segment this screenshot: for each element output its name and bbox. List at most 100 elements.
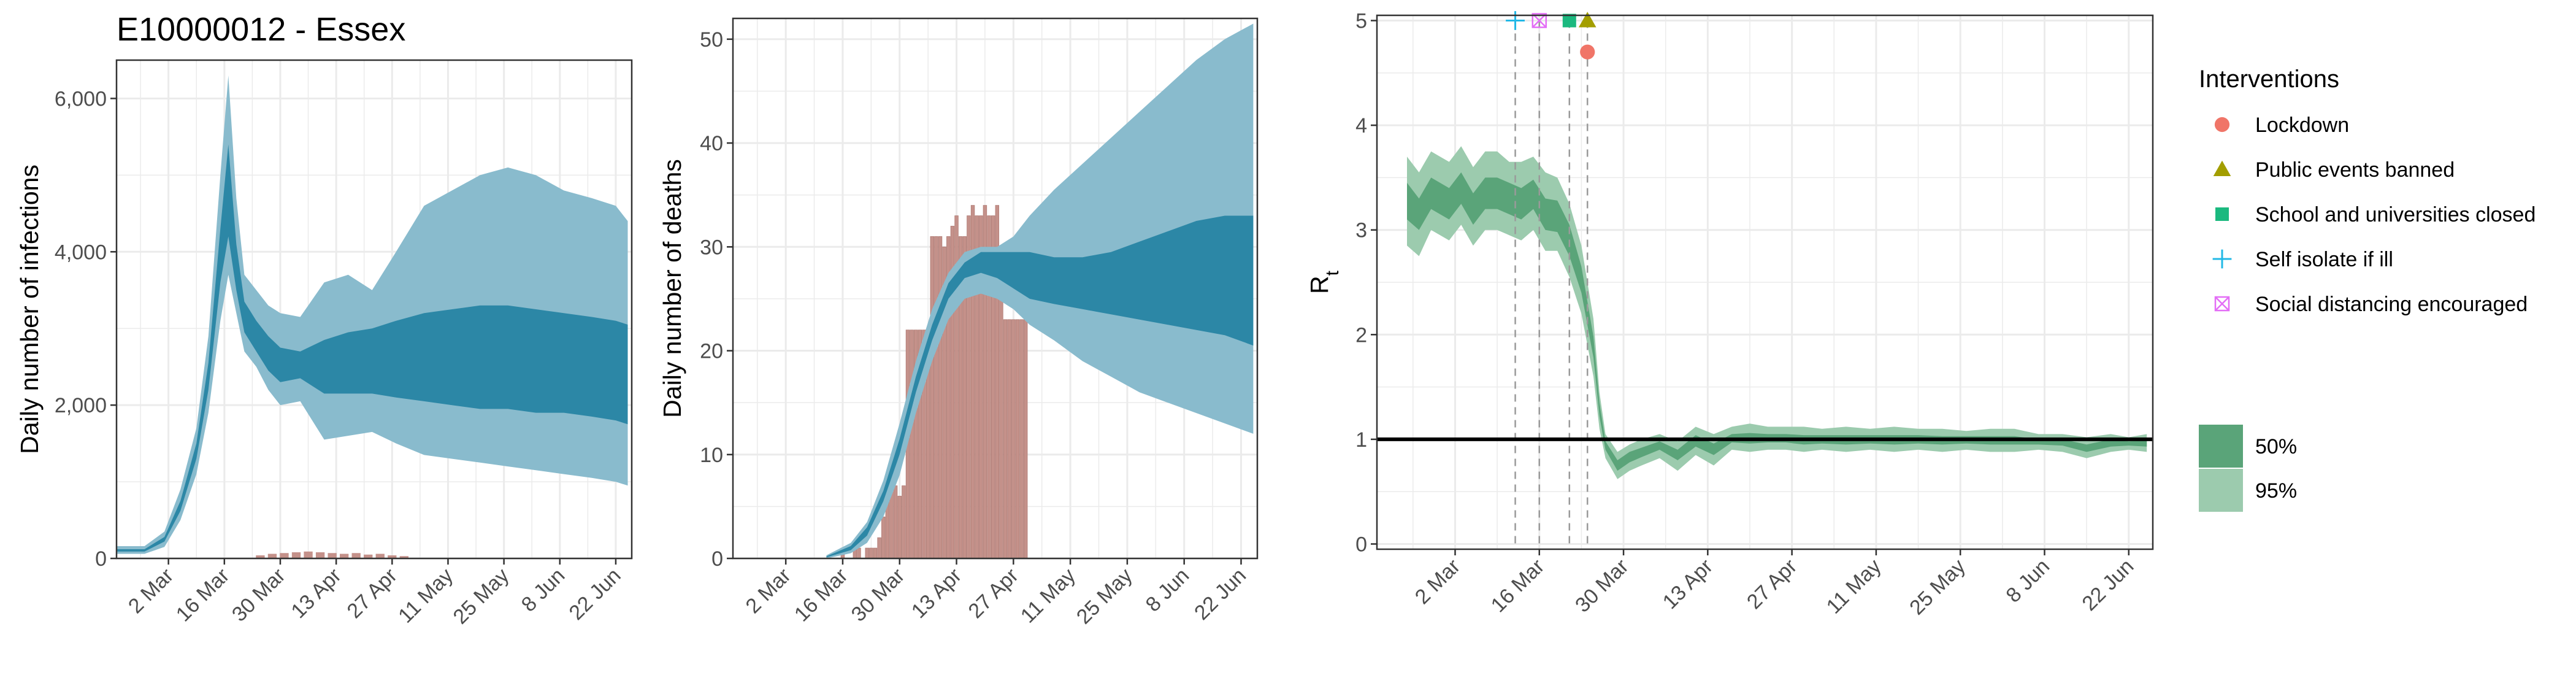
death-bar	[1023, 319, 1028, 559]
y-axis-label: Daily number of deaths	[658, 159, 686, 418]
y-tick-label: 1	[1355, 428, 1367, 452]
x-tick-label: 13 Apr	[907, 564, 966, 623]
case-bar	[328, 553, 337, 558]
x-tick-label: 11 May	[1016, 564, 1080, 628]
legend-band-key	[2199, 425, 2243, 468]
legend-key-triangle	[2213, 160, 2231, 176]
case-bar	[280, 553, 289, 558]
x-tick-label: 25 May	[449, 564, 514, 629]
y-axis-label: Daily number of infections	[15, 164, 44, 454]
case-bar	[399, 556, 408, 558]
x-tick-label: 2 Mar	[124, 564, 178, 618]
x-tick-label: 2 Mar	[1411, 555, 1465, 609]
lockdownmarker	[1580, 44, 1595, 60]
x-tick-label: 11 May	[1822, 555, 1886, 619]
x-tick-label: 27 Apr	[343, 564, 402, 623]
x-tick-label: 16 Mar	[172, 564, 234, 627]
x-tick-label: 16 Mar	[1487, 555, 1549, 617]
x-tick-label: 2 Mar	[741, 564, 795, 618]
x-tick-label: 22 Jun	[1190, 564, 1251, 625]
death-bar	[857, 547, 861, 559]
death-bar	[869, 547, 873, 559]
y-tick-label: 4	[1355, 114, 1367, 137]
y-tick-label: 2,000	[55, 394, 107, 417]
band-95	[117, 75, 628, 554]
death-bar	[877, 537, 881, 559]
x-tick-label: 13 Apr	[286, 564, 345, 623]
y-tick-label: 2	[1355, 323, 1367, 347]
legend-title: Interventions	[2199, 66, 2339, 93]
y-tick-label: 0	[95, 547, 107, 571]
legend-item-label: Self isolate if ill	[2255, 248, 2393, 271]
legend-items: Lockdown Public events banned School and u…	[2212, 114, 2536, 316]
case-bar	[291, 552, 301, 558]
x-tick-label: 30 Mar	[847, 564, 910, 627]
legend-item-label: Social distancing encouraged	[2255, 293, 2528, 316]
plot-border	[732, 17, 1259, 560]
legend-bands: 50% 95%	[2199, 425, 2297, 512]
x-tick-label: 27 Apr	[1742, 555, 1801, 614]
case-bar	[351, 553, 361, 558]
death-bar	[910, 330, 914, 559]
x-tick-label: 25 May	[1072, 564, 1137, 629]
death-bar	[1019, 319, 1024, 559]
legend-band-label: 50%	[2255, 435, 2297, 458]
x-tick-label: 8 Jun	[517, 564, 570, 617]
case-bar	[388, 555, 397, 558]
legend-item-label: Lockdown	[2255, 114, 2349, 137]
y-tick-label: 0	[1355, 533, 1367, 556]
legend-key-square-x	[2214, 296, 2230, 312]
x-tick-label: 13 Apr	[1658, 555, 1717, 614]
death-bar	[999, 267, 1003, 559]
x-tick-label: 8 Jun	[2001, 555, 2054, 608]
death-bar	[881, 516, 886, 559]
rt-panel: 0 1 2 3 4 5 2 Mar 16 Mar 30 Mar 13 Apr 27 Apr 11 Ma…	[1305, 10, 2154, 620]
legend-band-key	[2199, 469, 2243, 512]
death-bar	[897, 496, 902, 559]
legend-key-plus	[2212, 249, 2232, 269]
y-tick-label: 4,000	[55, 241, 107, 264]
case-bar	[304, 551, 313, 558]
death-bar	[1011, 319, 1016, 559]
x-tick-label: 22 Jun	[2077, 555, 2138, 615]
legend-item-label: Public events banned	[2255, 158, 2455, 182]
x-tick-label: 30 Mar	[228, 564, 290, 627]
x-tick-label: 11 May	[394, 564, 458, 628]
case-bar	[375, 554, 385, 558]
y-axis-label: Rt	[1305, 270, 1343, 294]
y-tick-label: 6,000	[55, 87, 107, 110]
death-bar	[934, 236, 938, 559]
public-events-bannedmarker	[1578, 12, 1597, 28]
x-tick-label: 30 Mar	[1571, 555, 1633, 617]
case-bar	[364, 554, 373, 558]
plot-border	[115, 59, 633, 560]
death-bar	[902, 485, 906, 559]
legend-key-circle	[2214, 117, 2230, 133]
case-bar	[256, 555, 265, 558]
y-tick-label: 10	[700, 444, 723, 467]
legend: Interventions Lockdown Public events bann…	[2199, 66, 2536, 512]
death-bar	[930, 236, 934, 559]
y-tick-label: 50	[700, 28, 723, 52]
x-tick-label: 25 May	[1905, 555, 1970, 620]
death-bar	[873, 547, 878, 559]
y-tick-label: 0	[711, 547, 723, 571]
legend-band-label: 95%	[2255, 479, 2297, 503]
school-and-universities-closedmarker	[1562, 14, 1576, 28]
x-tick-label: 8 Jun	[1141, 564, 1194, 617]
plot-border	[1376, 14, 2154, 550]
legend-key-square	[2215, 207, 2229, 221]
y-tick-label: 40	[700, 132, 723, 155]
self-isolate-if-illmarker	[1506, 11, 1525, 30]
death-bar	[893, 485, 898, 559]
cases-bars	[256, 551, 408, 558]
band-50	[826, 215, 1254, 558]
death-bar	[938, 236, 943, 559]
figure-title: E10000012 - Essex	[117, 11, 405, 48]
y-tick-label: 5	[1355, 10, 1367, 33]
case-bar	[315, 552, 325, 558]
band-50	[117, 144, 628, 552]
y-axis-label-subscript: t	[1322, 270, 1343, 276]
